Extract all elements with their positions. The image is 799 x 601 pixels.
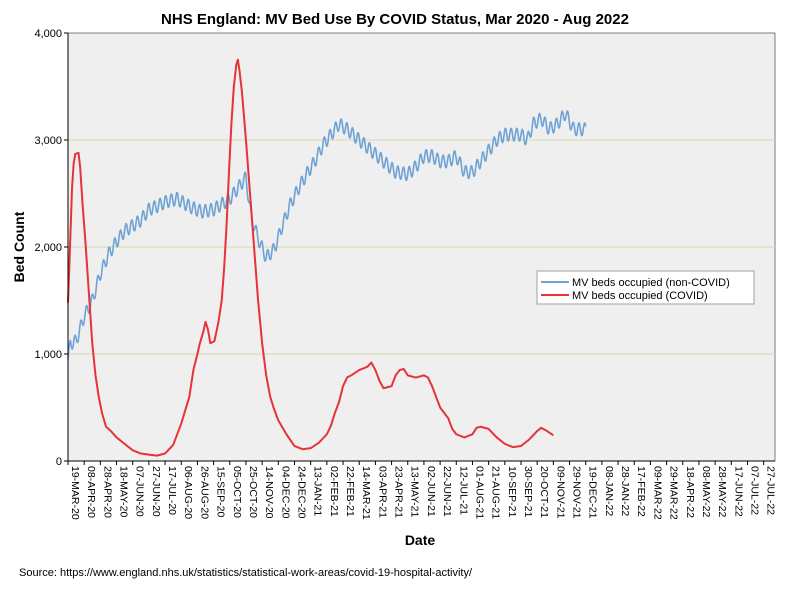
x-tick-label: 14-NOV-20	[263, 466, 275, 519]
x-tick-label: 27-JUL-22	[765, 466, 777, 515]
x-axis-title: Date	[405, 532, 436, 548]
x-tick-label: 07-JUN-20	[134, 466, 146, 517]
x-tick-label: 18-MAY-20	[118, 466, 130, 518]
x-tick-label: 17-JUN-22	[732, 466, 744, 517]
y-tick-label: 4,000	[34, 28, 62, 40]
source-note: Source: https://www.england.nhs.uk/stati…	[19, 567, 473, 579]
x-tick-label: 30-SEP-21	[522, 466, 534, 518]
x-tick-label: 09-MAR-22	[651, 466, 663, 520]
x-tick-label: 05-OCT-20	[231, 466, 243, 518]
x-tick-label: 04-DEC-20	[279, 466, 291, 519]
x-tick-label: 14-MAR-21	[360, 466, 372, 520]
x-tick-label: 20-OCT-21	[538, 466, 550, 518]
x-tick-label: 07-JUL-22	[748, 466, 760, 515]
x-tick-label: 25-OCT-20	[247, 466, 259, 518]
x-tick-label: 27-JUN-20	[150, 466, 162, 517]
x-tick-label: 01-AUG-21	[473, 466, 485, 519]
x-tick-label: 28-APR-20	[101, 466, 113, 518]
legend-box	[536, 270, 755, 305]
y-tick-label: 3,000	[34, 135, 62, 147]
legend-label-non-covid: MV beds occupied (non-COVID)	[572, 277, 730, 289]
series-line-covid	[67, 58, 554, 457]
series-line-non-covid	[67, 110, 587, 360]
x-tick-label: 29-NOV-21	[571, 466, 583, 519]
x-tick-label: 26-AUG-20	[198, 466, 210, 519]
x-tick-label: 17-JUL-20	[166, 466, 178, 515]
x-tick-label: 19-MAR-20	[69, 466, 81, 520]
chart-title: NHS England: MV Bed Use By COVID Status,…	[161, 11, 629, 28]
x-ticks: 19-MAR-20 08-APR-20 28-APR-20 18-MAY-20 07-J…	[67, 461, 777, 520]
y-tick-label: 1,000	[34, 349, 62, 361]
y-tick-label: 0	[56, 456, 62, 468]
x-tick-label: 17-FEB-22	[635, 466, 647, 517]
x-tick-label: 08-JAN-22	[603, 466, 615, 516]
legend: MV beds occupied (non-COVID) MV beds occ…	[536, 270, 755, 305]
x-tick-label: 22-JUN-21	[441, 466, 453, 517]
x-tick-label: 21-AUG-21	[490, 466, 502, 519]
x-tick-label: 03-APR-21	[376, 466, 388, 518]
x-tick-label: 19-DEC-21	[587, 466, 599, 519]
legend-label-covid: MV beds occupied (COVID)	[572, 290, 708, 302]
x-tick-label: 24-DEC-20	[295, 466, 307, 519]
x-tick-label: 02-JUN-21	[425, 466, 437, 517]
x-tick-label: 15-SEP-20	[215, 466, 227, 518]
x-tick-label: 06-AUG-20	[182, 466, 194, 519]
y-axis-title: Bed Count	[11, 211, 27, 282]
x-tick-label: 08-MAY-22	[700, 466, 712, 518]
x-tick-label: 08-APR-20	[85, 466, 97, 518]
x-tick-label: 23-APR-21	[393, 466, 405, 518]
y-ticks: 0 1,000 2,000 3,000 4,000	[34, 28, 68, 468]
x-tick-label: 13-MAY-21	[409, 466, 421, 518]
x-tick-label: 28-MAY-22	[716, 466, 728, 518]
x-tick-label: 10-SEP-21	[506, 466, 518, 518]
x-tick-label: 02-FEB-21	[328, 466, 340, 517]
x-tick-label: 13-JAN-21	[312, 466, 324, 516]
x-tick-label: 28-JAN-22	[619, 466, 631, 516]
x-tick-label: 09-NOV-21	[554, 466, 566, 519]
x-tick-label: 18-APR-22	[684, 466, 696, 518]
x-tick-label: 22-FEB-21	[344, 466, 356, 517]
series-layer	[67, 58, 587, 457]
x-tick-label: 12-JUL-21	[457, 466, 469, 515]
y-tick-label: 2,000	[34, 242, 62, 254]
x-tick-label: 29-MAR-22	[668, 466, 680, 520]
gridlines	[68, 139, 775, 355]
